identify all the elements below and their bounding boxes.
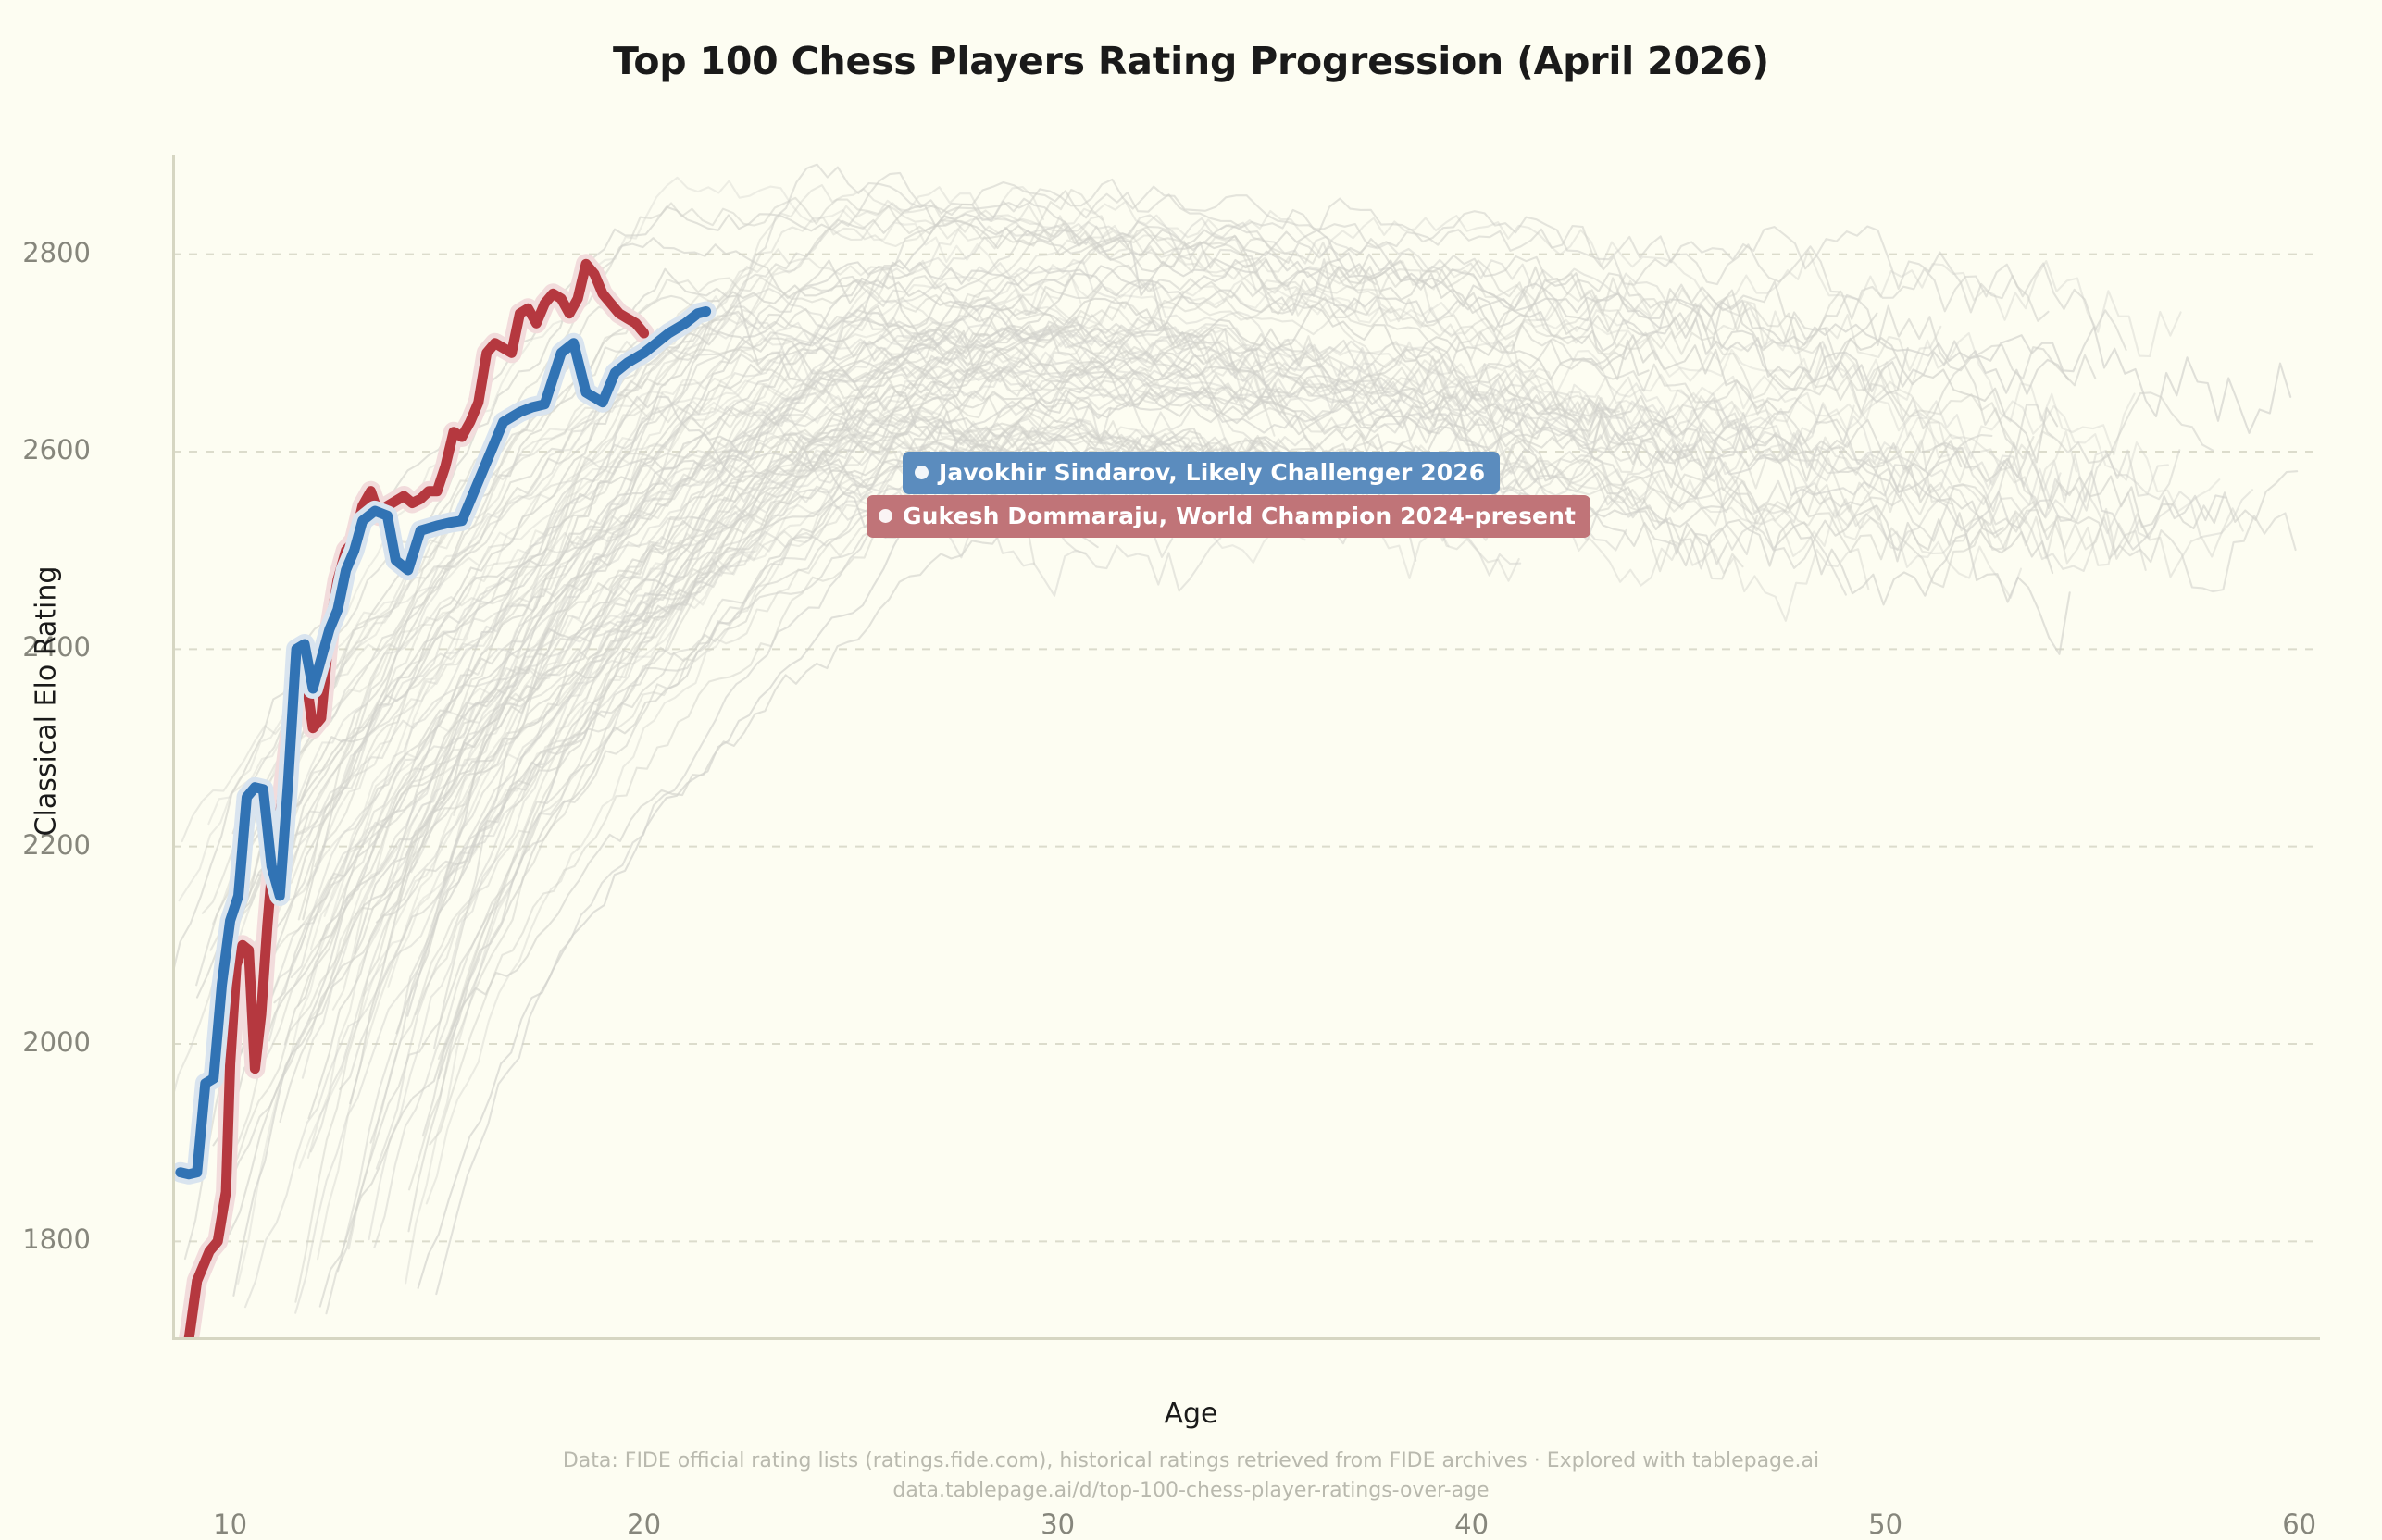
x-tick-label: 30 [1041,1509,1076,1540]
background-series-line [375,286,1103,924]
x-tick-label: 50 [1868,1509,1903,1540]
background-series-line [207,391,1017,826]
y-tick-label: 2200 [22,828,91,861]
series-line[interactable] [183,258,650,1340]
y-axis-title: Classical Elo Rating [30,565,63,837]
background-series-line [406,257,2292,1017]
background-series-line [294,314,1693,837]
background-series-line [216,433,1036,1215]
background-series-line [307,304,1738,1120]
x-tick-label: 60 [2282,1509,2317,1540]
background-series-line [354,213,1204,955]
background-series-line [443,259,2070,881]
background-series-line [387,323,2221,988]
background-series-line [232,395,887,1297]
footer-caption: Data: FIDE official rating lists (rating… [0,1447,2382,1506]
background-series-line [178,271,2136,902]
background-series-line [211,217,1942,925]
page-title: Top 100 Chess Players Rating Progression… [613,39,1769,83]
background-series-line [227,388,789,1162]
background-series-line [201,394,2149,914]
y-tick-label: 2800 [22,236,91,268]
x-tick-label: 10 [213,1509,248,1540]
x-tick-label: 40 [1454,1509,1490,1540]
y-tick-label: 2000 [22,1026,91,1058]
series-marker-icon [915,466,929,479]
background-series-line [217,432,747,965]
background-series-line [194,457,1087,1112]
background-series-line [429,292,2035,1146]
background-series-line [290,214,1896,979]
background-series-line [452,185,1045,816]
chart-canvas [172,155,2320,1340]
background-series-line [368,256,1384,1241]
background-series-line [338,373,1759,1090]
series-marker-icon [879,509,892,523]
background-series-line [306,224,1127,887]
annotation-sindarov[interactable]: Javokhir Sindarov, Likely Challenger 202… [903,452,1501,494]
plot-area: 1800 2000 2200 2400 2600 2800 10 20 30 40 50 60 Ja… [22,155,2320,1540]
annotation-label: Javokhir Sindarov, Likely Challenger 202… [939,459,1486,486]
background-series-line [231,176,1082,892]
background-series-line [306,186,2182,1159]
annotation-gukesh[interactable]: Gukesh Dommaraju, World Champion 2024-pr… [867,495,1591,538]
background-series-line [337,351,2181,1273]
x-axis-title: Age [1164,1397,1218,1430]
background-series-line [323,288,1951,917]
footer-source-line: Data: FIDE official rating lists (rating… [562,1449,1820,1472]
background-series-line [319,380,2299,942]
y-tick-label: 2400 [22,631,91,664]
background-series-line [331,248,1287,1011]
background-series-line [172,202,1628,1103]
x-tick-label: 20 [627,1509,662,1540]
background-series-line [448,184,1392,870]
annotation-label: Gukesh Dommaraju, World Champion 2024-pr… [903,503,1577,529]
y-tick-label: 1800 [22,1223,91,1256]
background-series-line [261,310,1526,931]
background-series-line [410,324,1830,874]
highlighted-series-group [172,254,717,1340]
background-series-line [407,178,2127,1233]
background-series-line [209,287,1112,951]
footer-url-line: data.tablepage.ai/d/top-100-chess-player… [892,1478,1490,1502]
background-series-line [195,171,2050,987]
background-series-line [231,330,958,1075]
background-series-line [412,295,1584,858]
y-tick-label: 2600 [22,434,91,466]
background-series-line [309,340,985,1153]
background-series-line [405,296,1855,1285]
background-series-line [279,264,1657,1124]
series-line[interactable] [175,306,712,1180]
background-series-line [349,279,2059,1105]
background-series-line [433,163,1378,1049]
background-series-line [437,327,2054,1060]
background-series-group [172,163,2299,1315]
